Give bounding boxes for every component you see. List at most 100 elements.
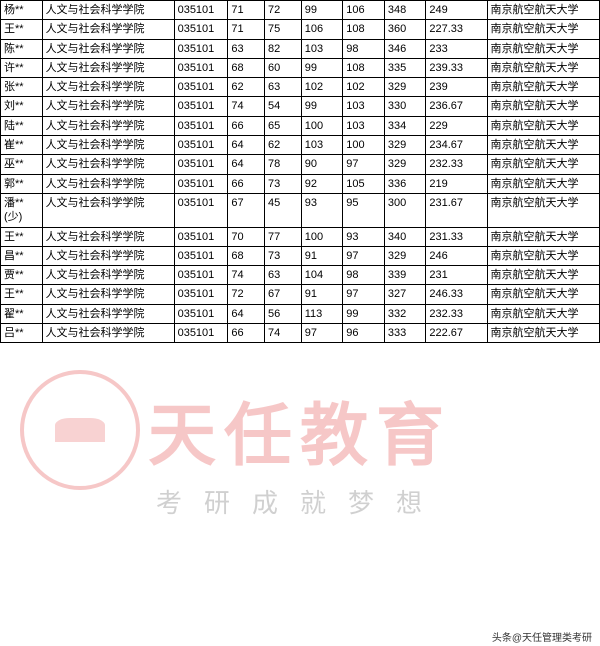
table-row: 翟**人文与社会科学学院035101645611399332232.33南京航空…	[1, 304, 600, 323]
cell-total2: 231.33	[426, 227, 487, 246]
cell-major-code: 035101	[174, 39, 228, 58]
cell-department: 人文与社会科学学院	[42, 304, 174, 323]
table-row: 杨**人文与社会科学学院035101717299106348249南京航空航天大…	[1, 1, 600, 20]
cell-name: 杨**	[1, 1, 43, 20]
table-row: 王**人文与社会科学学院035101707710093340231.33南京航空…	[1, 227, 600, 246]
cell-score4: 98	[343, 39, 385, 58]
cell-total2: 232.33	[426, 304, 487, 323]
cell-score4: 95	[343, 193, 385, 227]
stamp-circle	[20, 370, 140, 490]
cell-score4: 96	[343, 324, 385, 343]
cell-university: 南京航空航天大学	[487, 266, 600, 285]
cell-total2: 232.33	[426, 155, 487, 174]
cell-total2: 229	[426, 116, 487, 135]
cell-major-code: 035101	[174, 266, 228, 285]
cell-score4: 102	[343, 78, 385, 97]
cell-score1: 62	[228, 78, 265, 97]
cell-university: 南京航空航天大学	[487, 39, 600, 58]
cell-score1: 70	[228, 227, 265, 246]
table-row: 陆**人文与社会科学学院0351016665100103334229南京航空航天…	[1, 116, 600, 135]
cell-university: 南京航空航天大学	[487, 58, 600, 77]
cell-total2: 222.67	[426, 324, 487, 343]
cell-score1: 68	[228, 246, 265, 265]
cell-department: 人文与社会科学学院	[42, 155, 174, 174]
cell-score1: 64	[228, 155, 265, 174]
cell-score2: 45	[265, 193, 302, 227]
cell-name: 张**	[1, 78, 43, 97]
cell-score4: 99	[343, 304, 385, 323]
cell-name: 贾**	[1, 266, 43, 285]
table-row: 潘**(少)人文与社会科学学院03510167459395300231.67南京…	[1, 193, 600, 227]
cell-score3: 99	[301, 97, 343, 116]
cell-score3: 103	[301, 136, 343, 155]
cell-total1: 327	[384, 285, 426, 304]
cell-total2: 233	[426, 39, 487, 58]
cell-total2: 246	[426, 246, 487, 265]
cell-department: 人文与社会科学学院	[42, 246, 174, 265]
cell-university: 南京航空航天大学	[487, 136, 600, 155]
cell-major-code: 035101	[174, 58, 228, 77]
table-row: 贾**人文与社会科学学院035101746310498339231南京航空航天大…	[1, 266, 600, 285]
cell-score4: 108	[343, 20, 385, 39]
cell-university: 南京航空航天大学	[487, 174, 600, 193]
cell-score1: 74	[228, 97, 265, 116]
table-row: 昌**人文与社会科学学院03510168739197329246南京航空航天大学	[1, 246, 600, 265]
cell-total2: 246.33	[426, 285, 487, 304]
cell-department: 人文与社会科学学院	[42, 39, 174, 58]
cell-score3: 91	[301, 285, 343, 304]
cell-total1: 360	[384, 20, 426, 39]
cell-total1: 336	[384, 174, 426, 193]
cell-name: 崔**	[1, 136, 43, 155]
cell-department: 人文与社会科学学院	[42, 227, 174, 246]
cell-university: 南京航空航天大学	[487, 1, 600, 20]
cell-score1: 64	[228, 136, 265, 155]
cell-score2: 77	[265, 227, 302, 246]
table-row: 刘**人文与社会科学学院035101745499103330236.67南京航空…	[1, 97, 600, 116]
cell-score2: 54	[265, 97, 302, 116]
cell-major-code: 035101	[174, 304, 228, 323]
cell-score2: 72	[265, 1, 302, 20]
cell-major-code: 035101	[174, 116, 228, 135]
cell-department: 人文与社会科学学院	[42, 193, 174, 227]
cell-department: 人文与社会科学学院	[42, 266, 174, 285]
cell-university: 南京航空航天大学	[487, 193, 600, 227]
cell-score1: 71	[228, 1, 265, 20]
cell-score3: 100	[301, 116, 343, 135]
cell-name: 陆**	[1, 116, 43, 135]
cell-total2: 249	[426, 1, 487, 20]
table-row: 陈**人文与社会科学学院035101638210398346233南京航空航天大…	[1, 39, 600, 58]
table-row: 王**人文与社会科学学院03510172679197327246.33南京航空航…	[1, 285, 600, 304]
cell-name: 吕**	[1, 324, 43, 343]
cell-score4: 106	[343, 1, 385, 20]
cell-total2: 239.33	[426, 58, 487, 77]
cell-name: 昌**	[1, 246, 43, 265]
cell-department: 人文与社会科学学院	[42, 97, 174, 116]
cell-department: 人文与社会科学学院	[42, 58, 174, 77]
cell-major-code: 035101	[174, 136, 228, 155]
cell-total1: 333	[384, 324, 426, 343]
cell-total2: 227.33	[426, 20, 487, 39]
cell-major-code: 035101	[174, 285, 228, 304]
cell-score4: 97	[343, 155, 385, 174]
cell-department: 人文与社会科学学院	[42, 285, 174, 304]
cell-department: 人文与社会科学学院	[42, 174, 174, 193]
cell-name: 郭**	[1, 174, 43, 193]
cell-score4: 100	[343, 136, 385, 155]
cell-score1: 74	[228, 266, 265, 285]
cell-score3: 92	[301, 174, 343, 193]
cell-total1: 329	[384, 136, 426, 155]
cell-name: 翟**	[1, 304, 43, 323]
cell-score1: 72	[228, 285, 265, 304]
cell-major-code: 035101	[174, 97, 228, 116]
cell-department: 人文与社会科学学院	[42, 324, 174, 343]
cell-score2: 74	[265, 324, 302, 343]
cell-department: 人文与社会科学学院	[42, 20, 174, 39]
cell-score2: 65	[265, 116, 302, 135]
cell-total2: 236.67	[426, 97, 487, 116]
cell-university: 南京航空航天大学	[487, 246, 600, 265]
cell-score3: 106	[301, 20, 343, 39]
table-row: 张**人文与社会科学学院0351016263102102329239南京航空航天…	[1, 78, 600, 97]
table-row: 巫**人文与社会科学学院03510164789097329232.33南京航空航…	[1, 155, 600, 174]
cell-total1: 335	[384, 58, 426, 77]
cell-major-code: 035101	[174, 78, 228, 97]
